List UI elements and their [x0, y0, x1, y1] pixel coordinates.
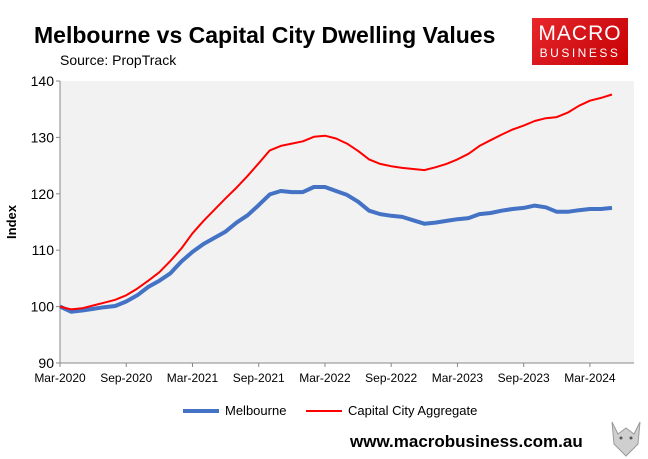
y-tick-label: 90: [38, 355, 54, 371]
y-tick-label: 100: [31, 299, 55, 315]
chart-title: Melbourne vs Capital City Dwelling Value…: [34, 22, 496, 48]
y-axis-label: Index: [4, 204, 19, 239]
legend-melbourne: Melbourne: [183, 403, 286, 418]
x-tick-label: Mar-2023: [432, 371, 484, 385]
series-line-capital-city-aggregate: [59, 93, 613, 311]
macrobusiness-logo: MACRO BUSINESS: [532, 18, 628, 65]
legend-swatch-melbourne: [183, 408, 219, 413]
logo-line1: MACRO: [538, 22, 622, 45]
legend-swatch-capital: [306, 409, 342, 412]
y-tick-label: 140: [31, 73, 55, 89]
chart-subtitle: Source: PropTrack: [60, 52, 177, 68]
y-tick-label: 130: [31, 129, 55, 145]
legend-label-melbourne: Melbourne: [225, 403, 287, 418]
x-tick-label: Mar-2020: [34, 371, 86, 385]
y-tick-label: 120: [31, 186, 55, 202]
x-tick-label: Sep-2020: [100, 371, 152, 385]
series-line-melbourne: [59, 185, 613, 314]
legend-label-capital: Capital City Aggregate: [348, 403, 478, 418]
website-url: www.macrobusiness.com.au: [350, 432, 583, 451]
x-tick-label: Sep-2022: [365, 371, 417, 385]
plot-area: [60, 81, 634, 363]
x-tick-label: Mar-2022: [299, 371, 351, 385]
logo-line2: BUSINESS: [539, 46, 621, 60]
x-tick-label: Mar-2021: [167, 371, 219, 385]
x-tick-label: Sep-2023: [498, 371, 550, 385]
y-tick-label: 110: [32, 242, 55, 258]
legend-capital: Capital City Aggregate: [306, 403, 477, 418]
x-tick-label: Sep-2021: [233, 371, 285, 385]
x-tick-label: Mar-2024: [564, 371, 616, 385]
